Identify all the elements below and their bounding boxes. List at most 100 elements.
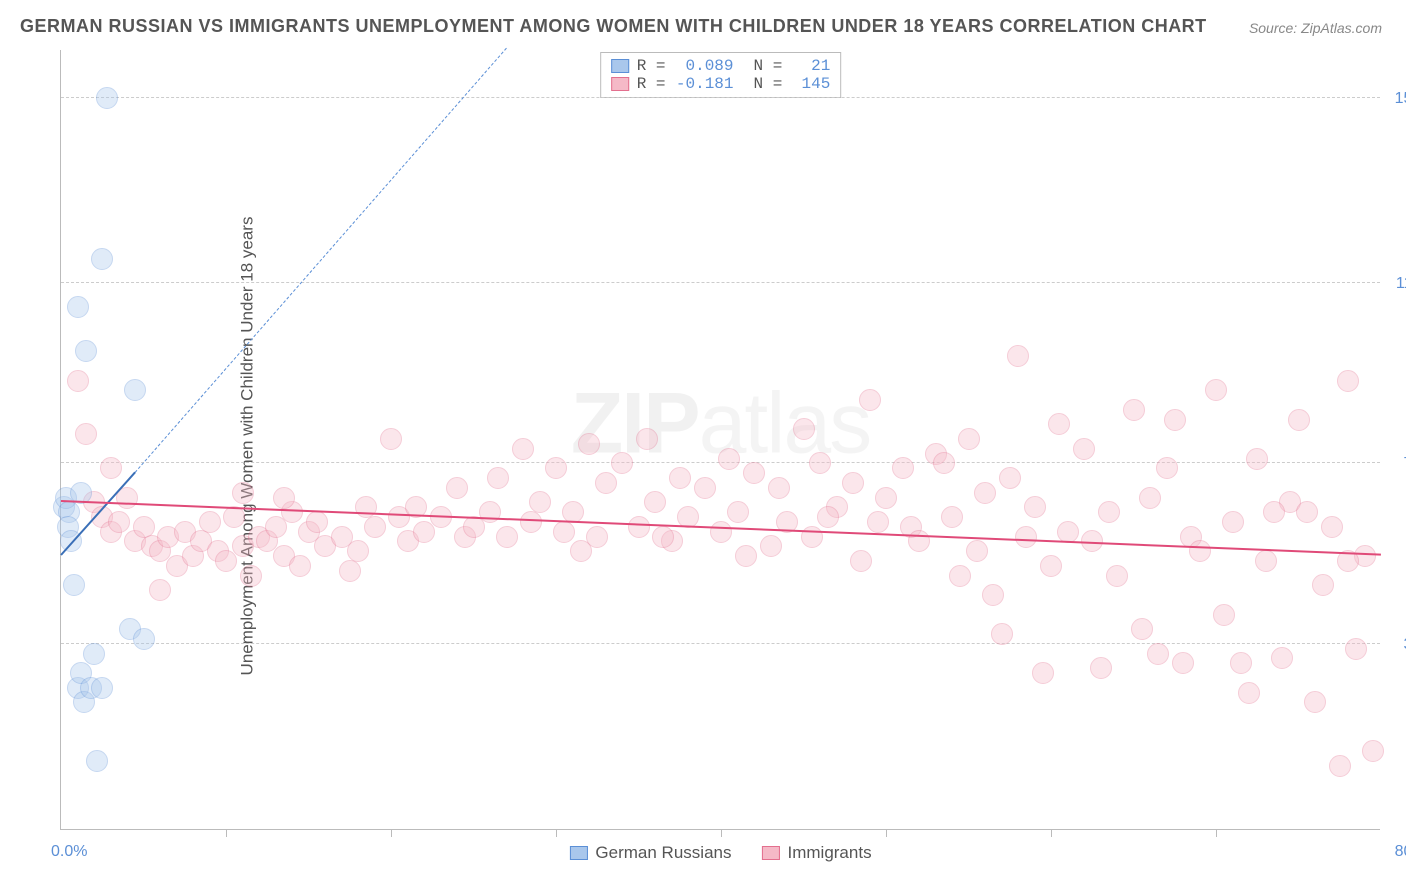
data-point <box>1024 496 1046 518</box>
data-point <box>1164 409 1186 431</box>
data-point <box>1032 662 1054 684</box>
data-point <box>67 370 89 392</box>
data-point <box>1131 618 1153 640</box>
legend-label: German Russians <box>595 843 731 863</box>
legend-item: Immigrants <box>761 843 871 863</box>
data-point <box>974 482 996 504</box>
data-point <box>991 623 1013 645</box>
data-point <box>595 472 617 494</box>
data-point <box>933 452 955 474</box>
data-point <box>1123 399 1145 421</box>
gridline <box>61 643 1380 644</box>
legend-swatch <box>611 77 629 91</box>
data-point <box>86 750 108 772</box>
data-point <box>100 457 122 479</box>
data-point <box>817 506 839 528</box>
data-point <box>999 467 1021 489</box>
legend-n-label: N = <box>754 57 783 75</box>
data-point <box>760 535 782 557</box>
data-point <box>850 550 872 572</box>
data-point <box>1230 652 1252 674</box>
data-point <box>149 579 171 601</box>
data-point <box>1090 657 1112 679</box>
data-point <box>1007 345 1029 367</box>
data-point <box>133 628 155 650</box>
data-point <box>108 511 130 533</box>
legend-r-label: R = <box>637 57 666 75</box>
legend-row: R =0.089N =21 <box>611 57 831 75</box>
x-tick <box>391 829 392 837</box>
data-point <box>1057 521 1079 543</box>
gridline <box>61 97 1380 98</box>
data-point <box>949 565 971 587</box>
correlation-legend: R =0.089N =21R =-0.181N =145 <box>600 52 842 98</box>
data-point <box>446 477 468 499</box>
legend-row: R =-0.181N =145 <box>611 75 831 93</box>
data-point <box>1263 501 1285 523</box>
data-point <box>1205 379 1227 401</box>
data-point <box>1073 438 1095 460</box>
legend-swatch <box>611 59 629 73</box>
data-point <box>67 296 89 318</box>
legend-n-label: N = <box>754 75 783 93</box>
legend-n-value: 21 <box>790 57 830 75</box>
data-point <box>553 521 575 543</box>
legend-swatch <box>569 846 587 860</box>
data-point <box>520 511 542 533</box>
data-point <box>1015 526 1037 548</box>
data-point <box>75 340 97 362</box>
data-point <box>91 248 113 270</box>
data-point <box>96 87 118 109</box>
data-point <box>1189 540 1211 562</box>
data-point <box>636 428 658 450</box>
data-point <box>306 511 328 533</box>
y-tick-label: 15.0% <box>1385 90 1406 108</box>
data-point <box>1337 370 1359 392</box>
data-point <box>1040 555 1062 577</box>
legend-label: Immigrants <box>787 843 871 863</box>
data-point <box>273 487 295 509</box>
data-point <box>364 516 386 538</box>
data-point <box>982 584 1004 606</box>
data-point <box>545 457 567 479</box>
legend-n-value: 145 <box>790 75 830 93</box>
data-point <box>875 487 897 509</box>
x-tick <box>886 829 887 837</box>
y-tick-label: 3.8% <box>1385 636 1406 654</box>
legend-r-label: R = <box>637 75 666 93</box>
data-point <box>1048 413 1070 435</box>
data-point <box>479 501 501 523</box>
data-point <box>199 511 221 533</box>
x-tick <box>556 829 557 837</box>
data-point <box>735 545 757 567</box>
data-point <box>1098 501 1120 523</box>
data-point <box>801 526 823 548</box>
y-tick-label: 11.2% <box>1385 275 1406 293</box>
data-point <box>578 433 600 455</box>
data-point <box>669 467 691 489</box>
series-legend: German Russians Immigrants <box>569 843 871 863</box>
data-point <box>124 379 146 401</box>
data-point <box>570 540 592 562</box>
data-point <box>1246 448 1268 470</box>
legend-item: German Russians <box>569 843 731 863</box>
plot-area: ZIPatlas R =0.089N =21R =-0.181N =145 Ge… <box>60 50 1380 830</box>
legend-swatch <box>761 846 779 860</box>
x-tick <box>1051 829 1052 837</box>
data-point <box>1213 604 1235 626</box>
data-point <box>941 506 963 528</box>
watermark-bold: ZIP <box>571 375 699 471</box>
data-point <box>240 565 262 587</box>
data-point <box>652 526 674 548</box>
data-point <box>512 438 534 460</box>
data-point <box>380 428 402 450</box>
data-point <box>1147 643 1169 665</box>
x-tick <box>721 829 722 837</box>
trend-line <box>135 48 507 473</box>
data-point <box>1271 647 1293 669</box>
data-point <box>1362 740 1384 762</box>
x-tick <box>226 829 227 837</box>
data-point <box>727 501 749 523</box>
data-point <box>1345 638 1367 660</box>
data-point <box>1222 511 1244 533</box>
